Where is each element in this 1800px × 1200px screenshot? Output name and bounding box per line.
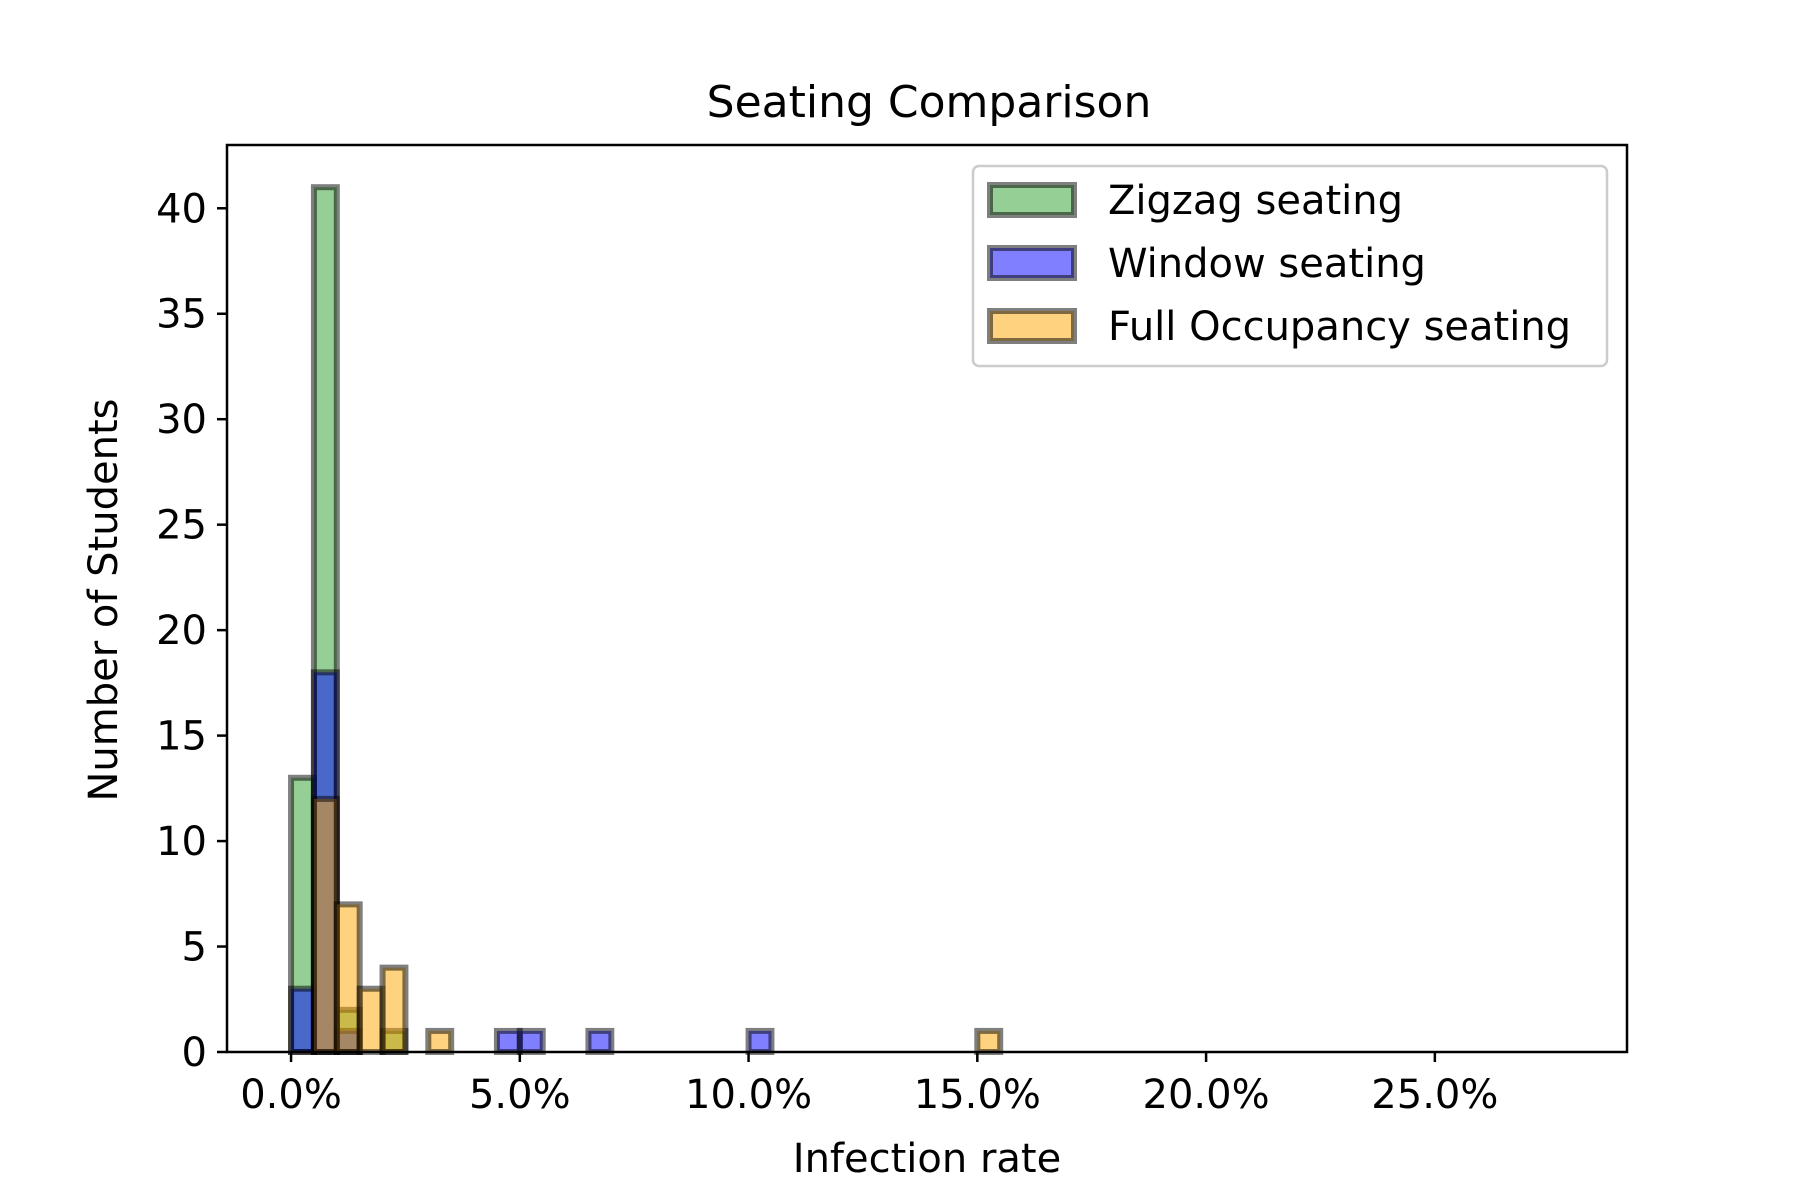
legend-frame	[971, 164, 1609, 368]
y-tick-label: 20	[156, 608, 207, 654]
bar-window-seating-5	[516, 1027, 546, 1056]
legend-swatch-zigzag-seating	[987, 182, 1077, 218]
y-tick-label: 10	[156, 819, 207, 865]
y-tick-label: 0	[182, 1030, 207, 1076]
chart-title: Seating Comparison	[707, 77, 1152, 128]
y-tick-label: 35	[156, 292, 207, 338]
bar-window-seating-6_5	[585, 1027, 615, 1056]
y-tick-label: 40	[156, 186, 207, 232]
y-axis-ticks: 0 5 10 15 20 25 30 35 40	[156, 186, 227, 1076]
legend-swatch-full-occupancy-seating	[987, 308, 1077, 344]
legend: Zigzag seating Window seating Full Occupan…	[971, 164, 1609, 368]
legend-label-zigzag-seating: Zigzag seating	[1108, 178, 1403, 224]
bar-full-occupancy-seating-0_5	[310, 795, 340, 1055]
axes-frame	[225, 143, 1629, 1054]
x-tick-label: 15.0%	[914, 1072, 1041, 1118]
y-tick-label: 5	[182, 925, 207, 971]
bar-window-seating-4_5	[493, 1027, 523, 1056]
legend-swatch-window-seating	[987, 245, 1077, 281]
bar-full-occupancy-seating-3	[425, 1027, 455, 1056]
legend-label-window-seating: Window seating	[1108, 241, 1426, 287]
y-tick-label: 25	[156, 503, 207, 549]
y-axis-label: Number of Students	[81, 399, 127, 802]
bar-window-seating-10	[745, 1027, 775, 1056]
x-axis-ticks: 0.0% 5.0% 10.0% 15.0% 20.0% 25.0%	[240, 1052, 1498, 1118]
bar-full-occupancy-seating-15	[974, 1027, 1004, 1056]
bar-full-occupancy-seating-1_5	[356, 985, 386, 1056]
x-tick-label: 0.0%	[240, 1072, 342, 1118]
x-tick-label: 25.0%	[1371, 1072, 1498, 1118]
bar-full-occupancy-seating-2	[379, 964, 409, 1056]
x-tick-label: 20.0%	[1143, 1072, 1270, 1118]
bar-window-seating-0	[288, 985, 317, 1056]
plot-area: 0.0% 5.0% 10.0% 15.0% 20.0% 25.0% 0 5 10 15 20 25 3…	[156, 143, 1629, 1118]
x-axis-label: Infection rate	[793, 1136, 1061, 1182]
legend-entries: Zigzag seating Window seating Full Occupan…	[987, 178, 1571, 350]
legend-label-full-occupancy-seating: Full Occupancy seating	[1108, 304, 1571, 350]
y-tick-label: 15	[156, 714, 207, 760]
bar-full-occupancy-seating-1	[333, 901, 363, 1055]
x-tick-label: 5.0%	[469, 1072, 571, 1118]
y-tick-label: 30	[156, 397, 207, 443]
x-tick-label: 10.0%	[685, 1072, 812, 1118]
